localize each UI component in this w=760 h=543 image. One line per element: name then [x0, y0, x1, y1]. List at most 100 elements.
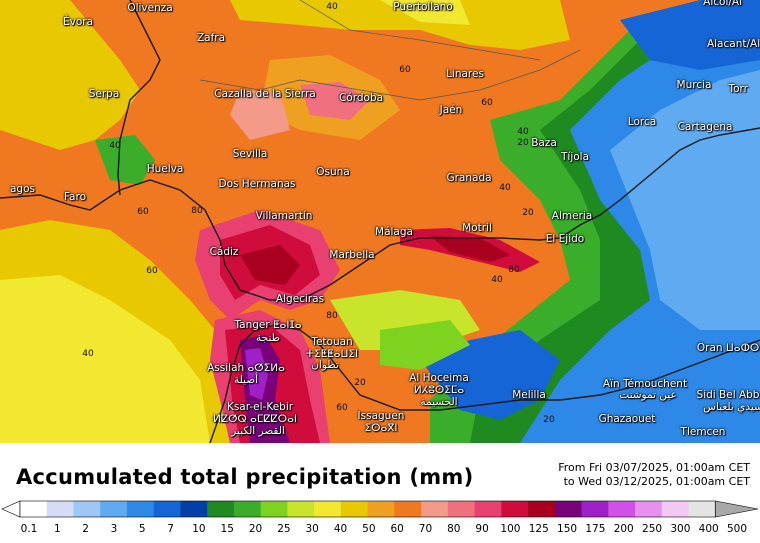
field-rif-green: [380, 320, 470, 370]
city-label: Linares: [446, 68, 484, 80]
scale-swatch: [554, 501, 583, 517]
city-label: agos: [10, 183, 35, 195]
period-from: From Fri 03/07/2025, 01:00am CET: [558, 461, 750, 474]
field-gib-darkred: [240, 245, 300, 285]
contour-label: 60: [146, 266, 158, 276]
scale-swatch: [367, 501, 395, 517]
scale-swatch: [153, 501, 181, 517]
contour-label: 40: [82, 349, 94, 359]
city-label: ⵜⵉⵟⵟⴰⵡⵉⵏ: [305, 348, 359, 360]
scale-swatch: [528, 501, 556, 517]
scale-swatch: [233, 501, 262, 517]
city-label: Oran ⵡⴰⵀⵔⴰⵏ: [696, 342, 760, 354]
contour-label: 60: [137, 207, 149, 217]
contour-label: 20: [354, 378, 366, 388]
city-label: القصر الكبير: [231, 425, 285, 437]
city-label: Cartagena: [677, 121, 733, 133]
field-tangier-violet: [245, 348, 268, 400]
contour-label: 80: [508, 265, 520, 275]
scale-tick-label: 80: [447, 523, 461, 535]
scale-swatch: [340, 501, 369, 517]
scale-swatch: [73, 501, 101, 517]
scale-tick-label: 250: [642, 523, 663, 535]
contour-label: 60: [399, 65, 411, 75]
scale-outline: [19, 500, 716, 518]
coastline-north: [0, 127, 760, 301]
scale-swatch: [501, 501, 529, 517]
precipitation-field: [0, 0, 760, 443]
color-scale-bar: [1, 500, 759, 518]
city-label: Alacant/Ali: [706, 38, 760, 50]
province-lines: [199, 49, 581, 101]
scale-tick-label: 100: [500, 523, 521, 535]
contour-label: 80: [326, 311, 338, 321]
scale-tick-label: 400: [698, 523, 719, 535]
city-label: Ghazaouet: [598, 413, 656, 425]
city-label: Osuna: [316, 166, 350, 178]
city-label: ⵍⵇⵚⵕ ⴰⵎⵇⵇⵔⴰⵏ: [213, 413, 297, 425]
scale-swatch: [661, 501, 690, 517]
scale-tick-label: 25: [277, 523, 291, 535]
scale-swatch: [260, 501, 288, 517]
field-sw-lightyellow: [0, 275, 210, 443]
province-lines-north: [299, 0, 541, 61]
city-label: طنجة: [256, 332, 280, 344]
precipitation-map: Évora Olivenza Puertollano Alcoi/Al Zafra Ala…: [0, 0, 760, 443]
scale-tick-label: 5: [138, 523, 146, 535]
city-label: Dos Hermanas: [218, 178, 296, 190]
scale-swatch: [608, 501, 636, 517]
city-label: Alcoi/Al: [703, 0, 742, 8]
scale-tick-label: 1: [53, 523, 61, 535]
city-label: Almeria: [551, 210, 593, 222]
coastline-south: [209, 324, 760, 443]
city-label: تطوان: [311, 359, 339, 371]
city-label: Motril: [462, 222, 492, 234]
scale-arrow-low: [1, 500, 21, 518]
scale-swatch: [180, 501, 208, 517]
field-west-yellow: [0, 0, 140, 150]
city-label: Puertollano: [393, 1, 453, 13]
city-label: Évora: [62, 16, 94, 28]
city-label: Granada: [446, 172, 492, 184]
scale-tick-label: 125: [528, 523, 549, 535]
scale-swatch: [100, 501, 128, 517]
contour-label: 40: [109, 141, 121, 151]
city-label: Issaguen: [357, 410, 405, 422]
city-label: Zafra: [196, 32, 226, 44]
scale-tick-label: 15: [220, 523, 234, 535]
city-label: Serpa: [88, 88, 120, 100]
city-label: الحسيمة: [420, 396, 458, 408]
scale-swatch: [126, 501, 155, 517]
city-label: Málaga: [375, 226, 413, 238]
field-huelva-green: [95, 135, 155, 185]
contour-label: 60: [481, 98, 493, 108]
scale-tick-label: 60: [390, 523, 404, 535]
scale-swatch: [394, 501, 422, 517]
city-label: Sidi Bel Abb: [696, 389, 760, 401]
scale-tick-label: 300: [670, 523, 691, 535]
scale-swatch: [46, 501, 74, 517]
scale-tick-label: 50: [362, 523, 376, 535]
field-cazalla-pink: [230, 90, 290, 140]
city-label: Baza: [531, 137, 557, 149]
city-label: سيدي بلعباس: [703, 401, 760, 413]
scale-tick-label: 150: [557, 523, 578, 535]
city-label: Algeciras: [275, 293, 325, 305]
scale-tick-label: 200: [613, 523, 634, 535]
contour-label: 60: [336, 403, 348, 413]
city-label: Jaén: [439, 104, 463, 116]
city-label: Al Hoceima: [409, 372, 469, 384]
scale-swatch: [207, 501, 235, 517]
legend-panel: Accumulated total precipitation (mm) Fro…: [0, 443, 760, 543]
scale-arrow-high: [714, 500, 759, 518]
city-label: Córdoba: [338, 92, 384, 104]
scale-tick-label: 70: [418, 523, 433, 535]
scale-tick-label: 20: [248, 523, 263, 535]
city-label: Sevilla: [232, 148, 268, 160]
period-to: to Wed 03/12/2025, 01:00am CET: [563, 475, 750, 488]
city-label: ⵍⵃⵓⵙⵉⵎⴰ: [413, 384, 465, 396]
scale-tick-label: 0.1: [20, 523, 38, 535]
city-label: Murcia: [676, 79, 712, 91]
scale-tick-label: 30: [305, 523, 319, 535]
city-label: أصيلة: [233, 374, 259, 386]
